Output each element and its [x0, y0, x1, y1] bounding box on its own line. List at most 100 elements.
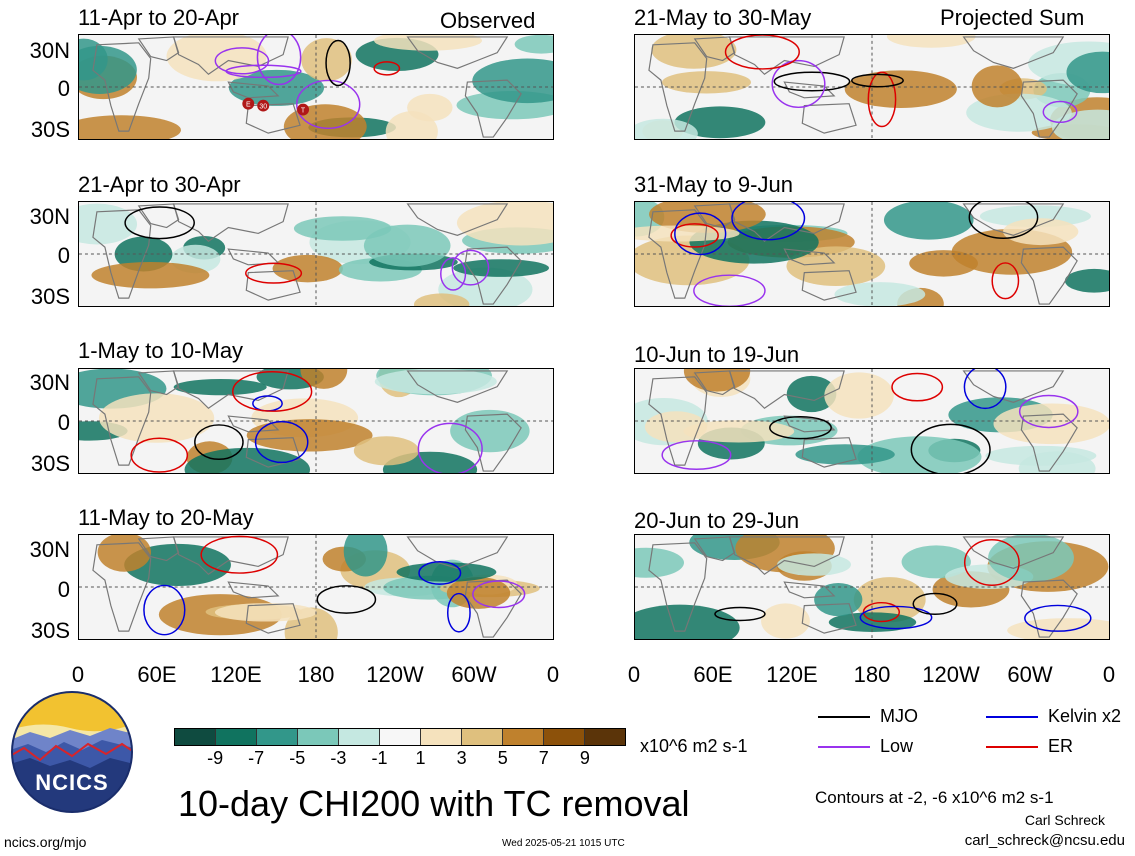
suppressed-convection-region — [1003, 218, 1079, 246]
suppressed-convection-region — [651, 35, 737, 69]
coastline — [227, 81, 280, 99]
colorbar — [174, 728, 626, 746]
map-panel — [78, 534, 554, 640]
mjo-contour — [316, 585, 377, 614]
mjo-contour — [714, 606, 766, 622]
coastline — [464, 413, 522, 472]
legend-line-mjo — [818, 715, 870, 718]
enhanced-convection-region — [635, 118, 698, 139]
er-contour — [130, 437, 189, 473]
lat-label-30n: 30N — [29, 204, 70, 229]
coastline — [464, 246, 522, 305]
coastline — [137, 370, 180, 396]
lon-label: 120W — [366, 662, 424, 687]
suppressed-convection-region — [353, 436, 419, 466]
colorbar-swatch — [462, 729, 503, 745]
colorbar-swatch — [585, 729, 625, 745]
coastline — [783, 415, 836, 433]
suppressed-convection-region — [446, 577, 511, 609]
enhanced-convection-region — [1064, 268, 1109, 293]
lon-label: 60E — [137, 662, 177, 687]
map-canvas — [635, 535, 1109, 639]
colorbar-tick-label: -1 — [371, 748, 388, 768]
enhanced-convection-region — [795, 444, 895, 465]
coastline — [245, 270, 301, 301]
colorbar-tick-label: -3 — [330, 748, 347, 768]
url-link[interactable]: ncics.org/mjo — [4, 834, 87, 850]
enhanced-convection-region — [834, 282, 926, 306]
colorbar-swatch — [339, 729, 380, 745]
er-contour — [670, 223, 719, 248]
panel-tag-observed: Observed — [440, 8, 536, 33]
suppressed-convection-region — [649, 202, 766, 233]
panel-title: 11-Apr to 20-Apr — [78, 5, 240, 30]
lat-label-30n: 30N — [29, 537, 70, 562]
enhanced-convection-region — [514, 35, 553, 54]
mjo-contour — [851, 73, 904, 88]
email-link[interactable]: carl_schreck@ncsu.edu — [964, 832, 1125, 849]
suppressed-convection-region — [214, 603, 317, 622]
map-canvas — [79, 535, 553, 639]
enhanced-convection-region — [1066, 51, 1109, 94]
coastline — [172, 203, 289, 243]
map-panel — [634, 534, 1110, 640]
colorbar-tick-label: 5 — [497, 748, 508, 768]
coastline — [728, 36, 845, 76]
low-contour — [440, 257, 467, 291]
mjo-contour — [124, 206, 195, 240]
legend-item-mjo: MJO — [818, 706, 918, 727]
lon-label: 60E — [693, 662, 733, 687]
legend-label: ER — [1048, 736, 1074, 756]
suppressed-convection-region — [1007, 618, 1109, 639]
suppressed-convection-region — [993, 403, 1109, 445]
main-title: 10-day CHI200 with TC removal — [178, 783, 690, 824]
panel-title: 20-Jun to 29-Jun — [634, 508, 800, 533]
coastline — [137, 536, 180, 562]
legend-item-kelvin: Kelvin x2 — [986, 706, 1121, 727]
lon-label: 0 — [71, 662, 85, 687]
coastline — [406, 203, 509, 236]
suppressed-convection-region — [761, 603, 810, 639]
enhanced-convection-region — [472, 58, 553, 104]
enhanced-convection-region — [883, 202, 974, 240]
colorbar-tick-label: 7 — [538, 748, 549, 768]
lon-label: 120E — [210, 662, 262, 687]
coastline — [137, 203, 180, 229]
suppressed-convection-region — [283, 104, 367, 139]
map-canvas: E 30 T — [79, 35, 553, 139]
suppressed-convection-region — [300, 369, 348, 389]
er-contour — [245, 262, 303, 284]
er-contour — [232, 371, 313, 412]
coastline — [245, 437, 301, 468]
coastline — [728, 370, 845, 410]
coastline — [92, 209, 152, 299]
coastline — [728, 536, 845, 576]
legend-line-kelvin — [986, 715, 1038, 718]
low-contour — [417, 422, 483, 473]
suppressed-convection-region — [635, 225, 740, 242]
enhanced-convection-region — [438, 267, 533, 306]
er-contour — [991, 262, 1020, 300]
lat-label-30s: 30S — [30, 451, 70, 476]
enhanced-convection-region — [363, 224, 451, 267]
svg-text:30: 30 — [259, 104, 267, 111]
coastline — [962, 36, 1065, 69]
suppressed-convection-region — [661, 71, 752, 94]
low-contour — [296, 79, 361, 130]
map-panel — [634, 34, 1110, 140]
kelvin-contour — [731, 202, 806, 241]
er-contour — [963, 538, 1020, 586]
coastline — [227, 248, 280, 266]
coastline — [92, 42, 152, 132]
enhanced-convection-region — [374, 369, 497, 395]
coastline — [783, 248, 836, 266]
ncics-logo[interactable]: NCICS — [10, 690, 134, 814]
kelvin-contour — [418, 561, 462, 585]
mjo-contour — [769, 415, 832, 440]
suppressed-convection-region — [971, 65, 1023, 108]
colorbar-tick-label: -5 — [289, 748, 306, 768]
lat-label-0: 0 — [57, 577, 70, 602]
er-contour — [373, 61, 401, 76]
coastline — [1020, 579, 1078, 638]
enhanced-convection-region — [173, 379, 267, 396]
